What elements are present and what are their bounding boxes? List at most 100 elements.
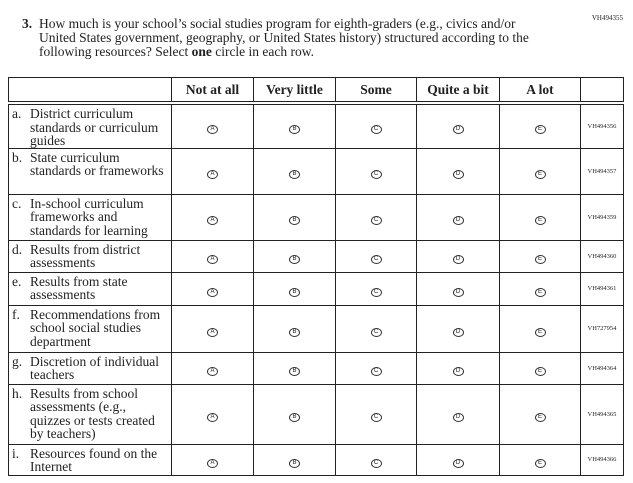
question: 3. How much is your school’s social stud… — [22, 16, 542, 59]
radio-bubble[interactable]: A — [207, 125, 218, 135]
item-code: VH494365 — [580, 383, 624, 445]
radio-bubble[interactable]: B — [289, 125, 300, 135]
table-row: g. Discretion of individual teachers A B C D E… — [8, 351, 624, 385]
radio-bubble[interactable]: E — [534, 367, 546, 376]
radio-bubble[interactable]: C — [370, 216, 382, 225]
option-cell: C — [335, 443, 417, 476]
option-cell: B — [253, 383, 336, 445]
radio-bubble[interactable]: C — [370, 367, 382, 376]
item-code: VH727954 — [580, 304, 624, 353]
option-cell: E — [499, 351, 581, 385]
option-cell: B — [253, 304, 336, 353]
radio-bubble[interactable]: C — [370, 458, 382, 468]
option-cell: A — [171, 239, 254, 273]
row-label: d. Results from district assessments — [8, 239, 172, 273]
option-cell: A — [171, 304, 254, 353]
radio-bubble[interactable]: D — [452, 367, 464, 376]
column-header: Not at all — [171, 77, 254, 105]
radio-bubble[interactable]: D — [452, 125, 464, 135]
option-cell: D — [416, 102, 500, 149]
item-code: VH494366 — [580, 443, 624, 476]
radio-bubble[interactable]: D — [452, 216, 464, 225]
option-cell: E — [499, 239, 581, 273]
radio-bubble[interactable]: B — [289, 413, 300, 422]
radio-bubble[interactable]: E — [534, 287, 546, 297]
option-cell: B — [253, 443, 336, 476]
question-number: 3. — [22, 16, 33, 31]
radio-bubble[interactable]: B — [289, 458, 300, 468]
radio-bubble[interactable]: D — [452, 287, 464, 297]
radio-bubble[interactable]: A — [207, 216, 218, 225]
option-cell: A — [171, 193, 254, 241]
option-cell: A — [171, 271, 254, 306]
table-row: f. Recommendations from school social stu… — [8, 304, 624, 353]
row-label: h. Results from school assessments (e.g.,… — [8, 383, 172, 445]
radio-bubble[interactable]: E — [534, 413, 546, 422]
option-cell: D — [416, 239, 500, 273]
option-cell: C — [335, 102, 417, 149]
item-code: VH494356 — [580, 102, 624, 149]
radio-bubble[interactable]: D — [452, 458, 464, 468]
radio-bubble[interactable]: B — [289, 170, 300, 179]
radio-bubble[interactable]: C — [370, 413, 382, 422]
item-code: VH494357 — [580, 147, 624, 195]
radio-bubble[interactable]: E — [534, 170, 546, 179]
radio-bubble[interactable]: C — [370, 255, 382, 264]
item-code: VH494364 — [580, 351, 624, 385]
option-cell: B — [253, 271, 336, 306]
column-header: Quite a bit — [416, 77, 500, 105]
radio-bubble[interactable]: A — [207, 458, 218, 468]
radio-bubble[interactable]: B — [289, 287, 300, 297]
item-code: VH494360 — [580, 239, 624, 273]
option-cell: B — [253, 239, 336, 273]
option-cell: E — [499, 383, 581, 445]
option-cell: A — [171, 443, 254, 476]
option-cell: E — [499, 271, 581, 306]
radio-bubble[interactable]: E — [534, 327, 546, 337]
radio-bubble[interactable]: D — [452, 255, 464, 264]
radio-bubble[interactable]: E — [534, 216, 546, 225]
table-row: i. Resources found on the Internet A B C D E VH… — [8, 443, 624, 476]
radio-bubble[interactable]: A — [207, 327, 218, 337]
option-cell: E — [499, 443, 581, 476]
option-cell: D — [416, 383, 500, 445]
question-text: How much is your school’s social studies… — [39, 16, 529, 59]
radio-bubble[interactable]: D — [452, 413, 464, 422]
radio-bubble[interactable]: B — [289, 255, 300, 264]
option-cell: C — [335, 351, 417, 385]
row-label: c. In-school curriculum frameworks and st… — [8, 193, 172, 241]
option-cell: B — [253, 102, 336, 149]
radio-bubble[interactable]: E — [534, 458, 546, 468]
radio-bubble[interactable]: C — [370, 287, 382, 297]
radio-bubble[interactable]: B — [289, 367, 300, 376]
option-cell: E — [499, 102, 581, 149]
option-cell: C — [335, 271, 417, 306]
radio-bubble[interactable]: E — [534, 255, 546, 264]
radio-bubble[interactable]: D — [452, 327, 464, 337]
row-label: i. Resources found on the Internet — [8, 443, 172, 476]
option-cell: A — [171, 147, 254, 195]
radio-bubble[interactable]: A — [207, 413, 218, 422]
radio-bubble[interactable]: B — [289, 327, 300, 337]
radio-bubble[interactable]: A — [207, 367, 218, 376]
option-cell: A — [171, 351, 254, 385]
table-row: e. Results from state assessments A B C D E VH4… — [8, 271, 624, 306]
column-header: Very little — [253, 77, 336, 105]
column-header: Some — [335, 77, 417, 105]
radio-bubble[interactable]: A — [207, 170, 218, 179]
option-cell: B — [253, 193, 336, 241]
radio-bubble[interactable]: D — [452, 170, 464, 179]
column-header: A lot — [499, 77, 581, 105]
page-code: VH494355 — [591, 14, 623, 22]
option-cell: D — [416, 147, 500, 195]
radio-bubble[interactable]: A — [207, 255, 218, 264]
radio-bubble[interactable]: B — [289, 216, 300, 225]
option-cell: B — [253, 147, 336, 195]
radio-bubble[interactable]: A — [207, 287, 218, 297]
radio-bubble[interactable]: E — [534, 125, 546, 135]
row-label: a. District curriculum standards or curri… — [8, 102, 172, 149]
option-cell: E — [499, 304, 581, 353]
radio-bubble[interactable]: C — [370, 125, 382, 135]
radio-bubble[interactable]: C — [370, 170, 382, 179]
radio-bubble[interactable]: C — [370, 327, 382, 337]
